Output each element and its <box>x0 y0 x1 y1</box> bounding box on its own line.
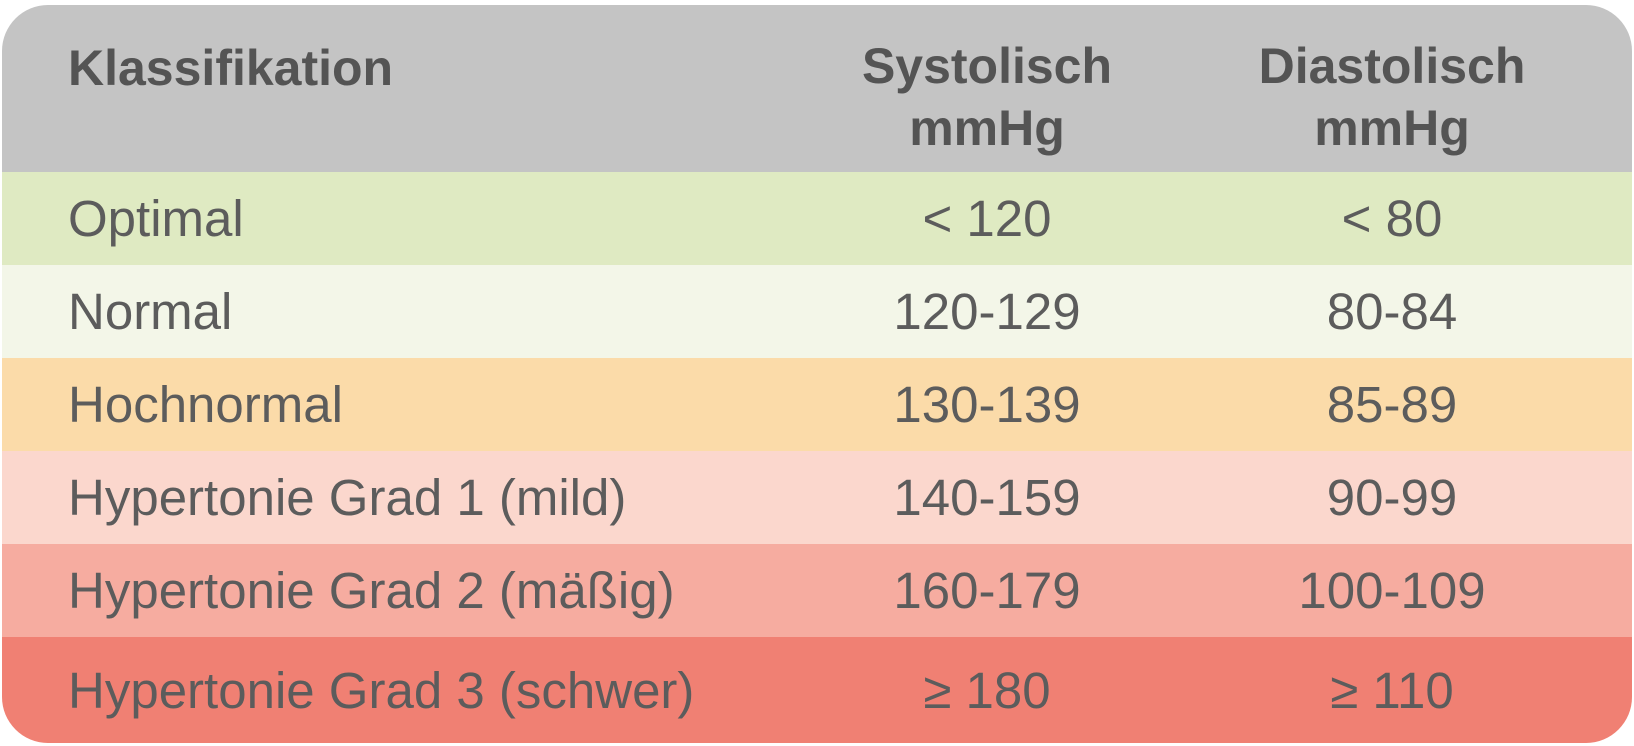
row-systolic: ≥ 180 <box>923 661 1051 719</box>
row-diastolic: 80-84 <box>1326 283 1458 340</box>
blood-pressure-table: Klassifikation Systolisch mmHg Diastolis… <box>2 5 1632 743</box>
table-row-grade-3: Hypertonie Grad 3 (schwer) ≥ 180 ≥ 110 <box>2 637 1632 743</box>
table-row-grade-2: Hypertonie Grad 2 (mäßig) 160-179 100-10… <box>2 544 1632 637</box>
row-systolic: 160-179 <box>893 562 1081 619</box>
row-diastolic: 100-109 <box>1298 562 1486 619</box>
header-systolic-title: Systolisch <box>861 38 1113 94</box>
header-systolic-unit: mmHg <box>909 100 1065 156</box>
row-diastolic: < 80 <box>1341 190 1443 247</box>
row-systolic: 140-159 <box>893 469 1081 526</box>
table-row-optimal: Optimal < 120 < 80 <box>2 172 1632 265</box>
row-diastolic: ≥ 110 <box>1330 661 1454 719</box>
header-diastolic-unit: mmHg <box>1314 100 1470 156</box>
row-systolic: 130-139 <box>893 376 1081 433</box>
header-diastolic-title: Diastolisch <box>1258 38 1526 94</box>
row-diastolic: 90-99 <box>1326 469 1458 526</box>
table-header: Klassifikation Systolisch mmHg Diastolis… <box>2 5 1632 172</box>
header-systolic: Systolisch mmHg <box>802 35 1172 159</box>
row-diastolic: 85-89 <box>1326 376 1458 433</box>
table-row-normal: Normal 120-129 80-84 <box>2 265 1632 358</box>
row-label: Hypertonie Grad 1 (mild) <box>68 469 627 526</box>
row-label: Optimal <box>68 190 244 247</box>
table-row-hochnormal: Hochnormal 130-139 85-89 <box>2 358 1632 451</box>
row-label: Hypertonie Grad 2 (mäßig) <box>68 562 675 619</box>
header-diastolic: Diastolisch mmHg <box>1202 35 1582 159</box>
row-label: Normal <box>68 283 233 340</box>
row-systolic: < 120 <box>922 190 1052 247</box>
header-classification: Klassifikation <box>68 40 394 96</box>
row-systolic: 120-129 <box>893 283 1081 340</box>
table-row-grade-1: Hypertonie Grad 1 (mild) 140-159 90-99 <box>2 451 1632 544</box>
row-label: Hypertonie Grad 3 (schwer) <box>68 661 695 719</box>
row-label: Hochnormal <box>68 376 343 433</box>
